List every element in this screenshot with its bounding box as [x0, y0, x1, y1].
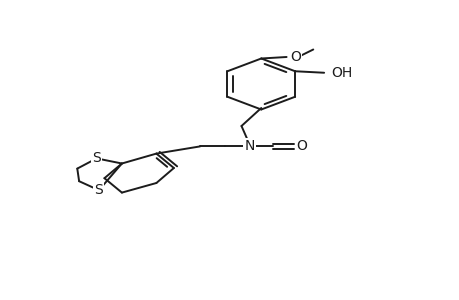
Text: S: S [92, 152, 101, 165]
Text: O: O [290, 50, 301, 64]
Text: S: S [94, 183, 103, 197]
Text: O: O [295, 140, 306, 153]
Text: N: N [244, 140, 254, 153]
Text: OH: OH [330, 66, 352, 80]
